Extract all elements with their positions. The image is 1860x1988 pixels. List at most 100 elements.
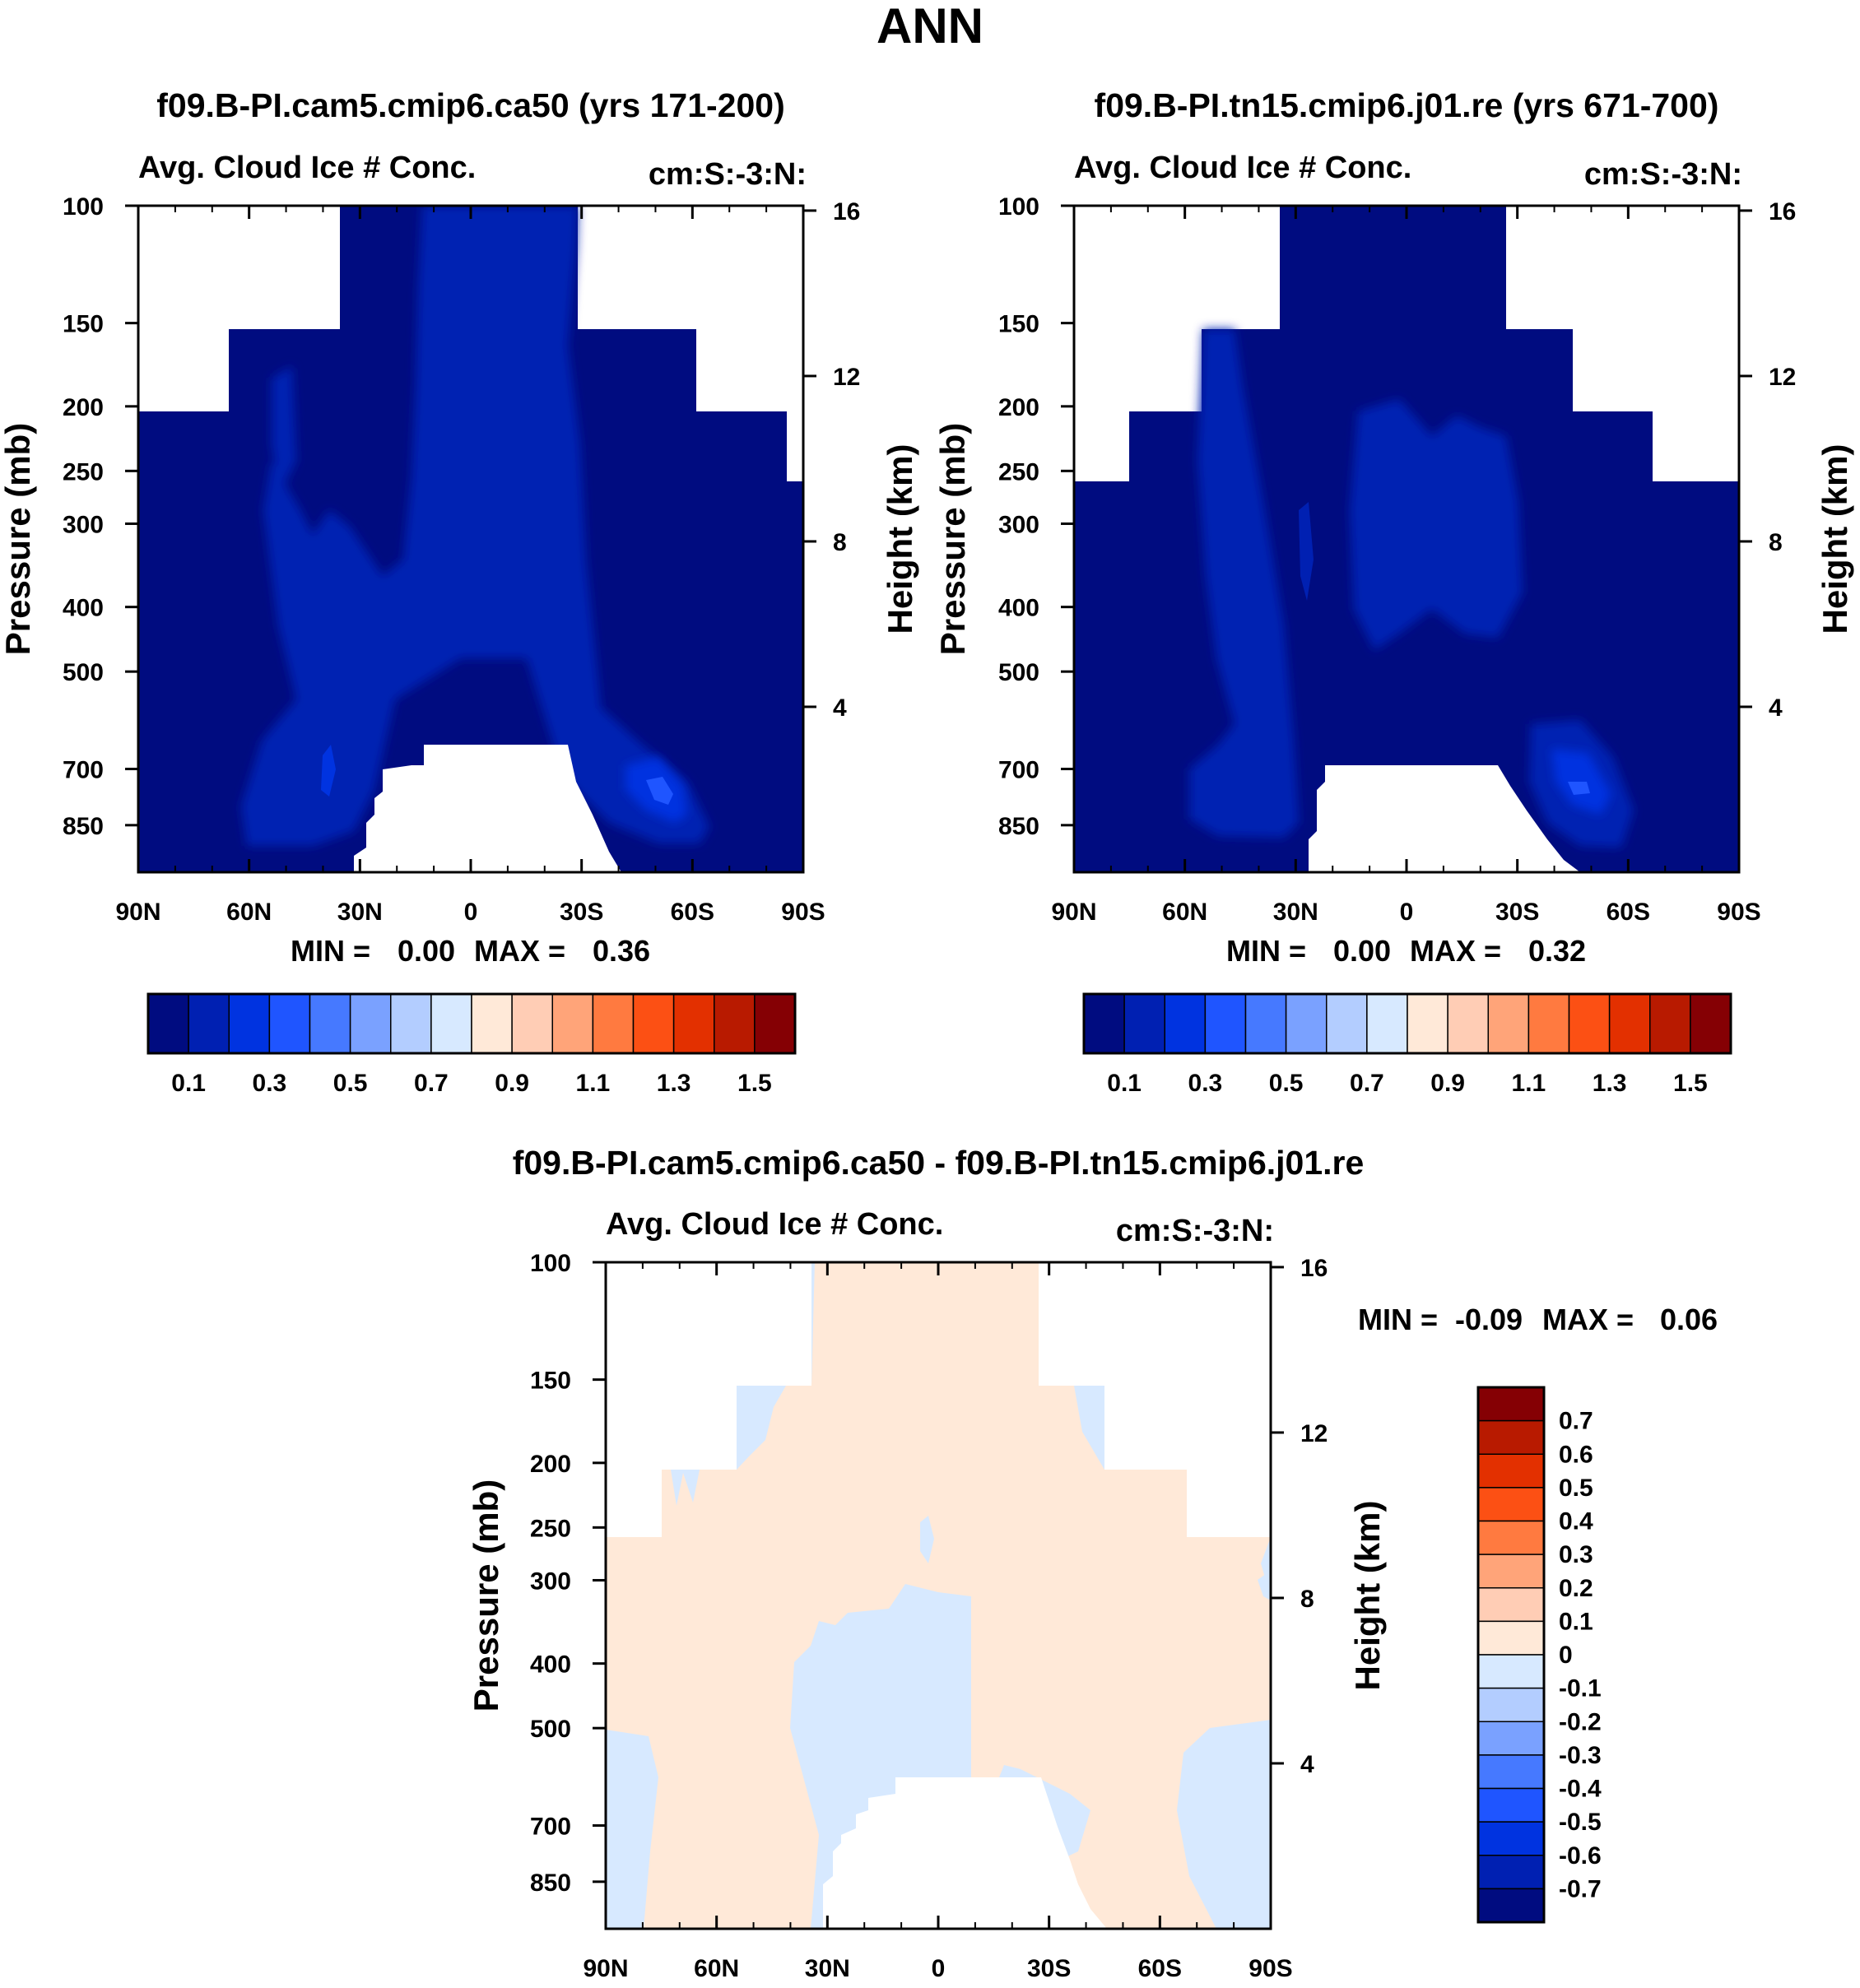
panel-1-max-label: MAX = <box>474 934 565 968</box>
panel-2: f09.B-PI.tn15.cmip6.j01.re (yrs 671-700)… <box>933 86 1854 1097</box>
panel-3-colorbar-swatch <box>1477 1787 1545 1823</box>
panel-3-plot-field <box>606 1262 1271 1929</box>
panel-2-min-value: 0.00 <box>1333 934 1391 968</box>
panel-3: f09.B-PI.cam5.cmip6.ca50 - f09.B-PI.tn15… <box>467 1144 1718 1982</box>
panel-1-y-tick-label: 700 <box>63 757 104 784</box>
panel-1-height-tick-label: 4 <box>833 694 847 722</box>
panel-1-x-tick-label: 60S <box>671 899 714 926</box>
panel-3-units-label: cm:S:-3:N: <box>1116 1214 1274 1248</box>
panel-2-field-sliver <box>1299 502 1314 601</box>
panel-2-units-label: cm:S:-3:N: <box>1584 157 1742 192</box>
panel-2-height-tick-label: 12 <box>1769 364 1796 391</box>
panel-3-colorbar-swatch <box>1477 1754 1545 1790</box>
panel-1-colorbar-swatch <box>632 993 675 1054</box>
panel-1-colorbar-label: 0.9 <box>495 1070 529 1097</box>
panel-3-y-tick-label: 250 <box>530 1515 571 1542</box>
panel-2-height-axis-label: Height (km) <box>1816 444 1854 634</box>
panel-1-colorbar-swatch <box>147 993 189 1054</box>
panel-3-orography <box>823 1777 1107 1929</box>
panel-1-colorbar-swatch <box>430 993 472 1054</box>
panel-1-y-tick-label: 400 <box>63 595 104 622</box>
panel-1-height-axis-label: Height (km) <box>881 444 919 634</box>
panel-1-height-tick-label: 16 <box>833 198 860 225</box>
panel-1-x-tick-label: 0 <box>464 899 478 926</box>
panel-1-colorbar-swatch <box>188 993 230 1054</box>
panel-2-colorbar-label: 1.1 <box>1512 1070 1546 1097</box>
panel-2-orography <box>1309 765 1580 872</box>
panel-1-colorbar-swatch <box>754 993 796 1054</box>
panel-2-colorbar-swatch <box>1407 993 1448 1054</box>
panel-3-y-tick-label: 850 <box>530 1870 571 1897</box>
panel-3-colorbar-swatch <box>1477 1855 1545 1890</box>
panel-3-axes: 90N 60N 30N 0 30S 60S 90S 100 150 200 250 300 400 500… <box>530 1250 1328 1982</box>
panel-1-field-core-s <box>646 777 673 805</box>
panel-2-x-tick-label: 30S <box>1495 899 1539 926</box>
panel-1-units-label: cm:S:-3:N: <box>649 157 807 192</box>
panel-2-colorbar-swatch <box>1447 993 1489 1054</box>
panel-3-field-neg-pocket-sh <box>1080 1386 1104 1448</box>
panel-2-y-tick-label: 850 <box>998 813 1039 840</box>
panel-1-colorbar-swatch <box>471 993 513 1054</box>
panel-3-height-axis-label: Height (km) <box>1348 1501 1387 1691</box>
panel-1-colorbar-label: 0.5 <box>333 1070 368 1097</box>
panel-2-colorbar-label: 0.7 <box>1350 1070 1384 1097</box>
panel-2-colorbar-swatch <box>1568 993 1611 1054</box>
panel-1-colorbar-label: 1.3 <box>657 1070 691 1097</box>
panel-3-colorbar-swatch <box>1477 1620 1545 1656</box>
panel-3-colorbar-label: 0.3 <box>1559 1541 1593 1568</box>
panel-1-colorbar-swatch <box>228 993 271 1054</box>
panel-3-min-value: -0.09 <box>1455 1303 1523 1336</box>
panel-2-colorbar-frame <box>1082 992 1732 1055</box>
panel-1-colorbar-label: 1.1 <box>576 1070 611 1097</box>
panel-3-colorbar-label: -0.3 <box>1559 1742 1602 1769</box>
panel-1-max-value: 0.36 <box>593 934 650 968</box>
panel-1-colorbar-swatch <box>349 993 392 1054</box>
panel-1-colorbar-label: 0.7 <box>414 1070 449 1097</box>
main-title: ANN <box>877 0 983 53</box>
panel-3-y-tick-label: 500 <box>530 1716 571 1743</box>
panel-3-colorbar-swatch <box>1477 1888 1545 1923</box>
panel-2-colorbar-swatch <box>1690 993 1732 1054</box>
panel-2-colorbar-swatch <box>1528 993 1570 1054</box>
panel-2-variable-label: Avg. Cloud Ice # Conc. <box>1074 151 1411 185</box>
panel-3-colorbar-swatch <box>1477 1821 1545 1856</box>
panel-2-title: f09.B-PI.tn15.cmip6.j01.re (yrs 671-700) <box>1095 86 1719 124</box>
panel-3-colorbar-swatch <box>1477 1453 1545 1489</box>
panel-1-colorbar: 0.1 0.3 0.5 0.7 0.9 1.1 1.3 1.5 <box>146 992 797 1097</box>
panel-3-title: f09.B-PI.cam5.cmip6.ca50 - f09.B-PI.tn15… <box>513 1144 1365 1182</box>
panel-2-colorbar-swatch <box>1244 993 1287 1054</box>
panel-2-max-label: MAX = <box>1410 934 1501 968</box>
panel-1-height-tick-label: 12 <box>833 364 860 391</box>
panel-3-x-tick-label: 30S <box>1027 1955 1071 1982</box>
panel-2-height-tick-label: 4 <box>1769 694 1783 722</box>
panel-1-y-tick-label: 500 <box>63 659 104 686</box>
panel-3-colorbar-label: 0.5 <box>1559 1475 1593 1502</box>
panel-2-y-tick-label: 150 <box>998 311 1039 338</box>
panel-1-colorbar-swatch <box>592 993 635 1054</box>
panel-1-x-tick-label: 90S <box>781 899 825 926</box>
panel-3-colorbar-label: -0.1 <box>1559 1675 1602 1702</box>
panel-2-colorbar-label: 0.9 <box>1430 1070 1465 1097</box>
panel-1-orography <box>354 745 621 872</box>
panel-1-min-label: MIN = <box>291 934 370 968</box>
panel-1-y-tick-label: 850 <box>63 813 104 840</box>
panel-2-colorbar: 0.1 0.3 0.5 0.7 0.9 1.1 1.3 1.5 <box>1082 992 1732 1097</box>
panel-3-colorbar-label: 0.1 <box>1559 1608 1593 1635</box>
panel-2-max-value: 0.32 <box>1528 934 1586 968</box>
panel-3-colorbar-swatch <box>1477 1386 1545 1422</box>
panel-1-min-value: 0.00 <box>398 934 455 968</box>
panel-2-colorbar-label: 0.5 <box>1269 1070 1304 1097</box>
panel-3-y-tick-label: 100 <box>530 1250 571 1277</box>
panel-2-field-band-n <box>1189 329 1299 838</box>
panel-2-x-tick-label: 60N <box>1162 899 1207 926</box>
panel-3-y-tick-label: 300 <box>530 1568 571 1595</box>
panel-2-colorbar-label: 0.3 <box>1188 1070 1223 1097</box>
panel-3-colorbar-swatch <box>1477 1721 1545 1756</box>
panel-2-x-tick-label: 90N <box>1051 899 1096 926</box>
panel-1-colorbar-frame <box>146 992 797 1055</box>
panel-3-colorbar-label: -0.5 <box>1559 1809 1602 1836</box>
panel-1-plot-field <box>138 206 803 872</box>
panel-3-x-tick-label: 30N <box>805 1955 850 1982</box>
panel-2-height-tick-label: 16 <box>1769 198 1796 225</box>
panel-2-colorbar-swatch <box>1326 993 1368 1054</box>
